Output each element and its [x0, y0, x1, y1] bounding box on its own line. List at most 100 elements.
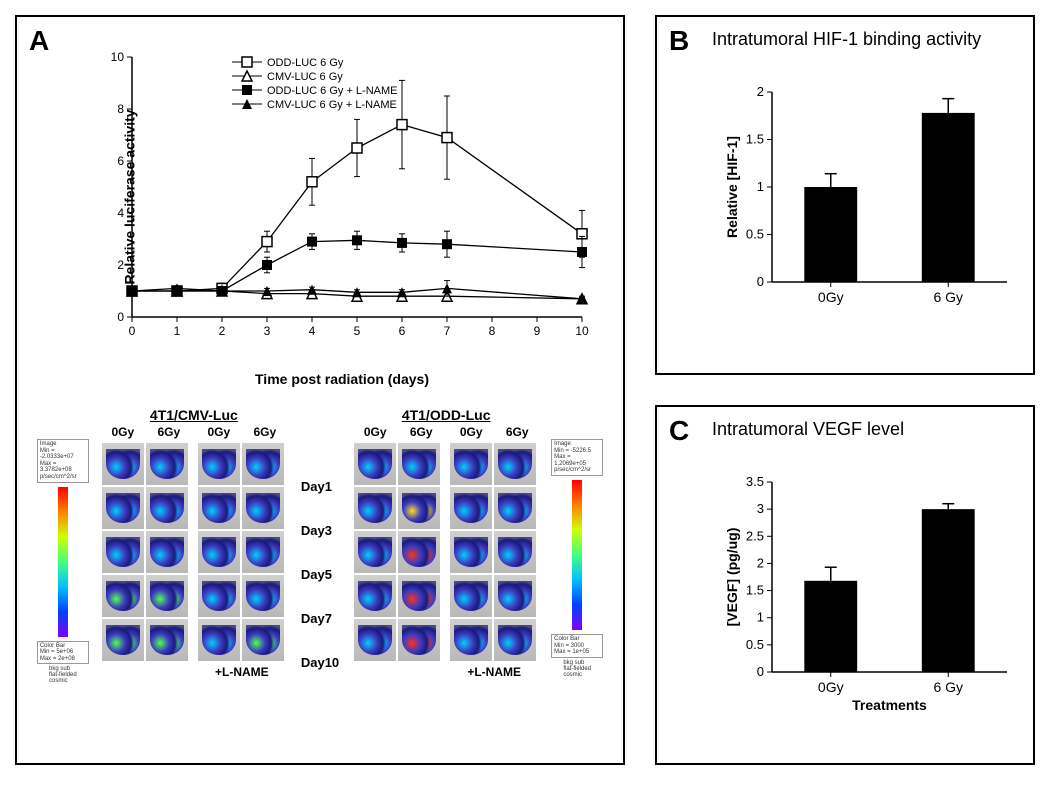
mouse-image: [146, 575, 188, 617]
svg-text:4: 4: [309, 324, 316, 338]
svg-text:8: 8: [489, 324, 496, 338]
svg-text:9: 9: [534, 324, 541, 338]
svg-text:1: 1: [757, 610, 764, 625]
mouse-image: [102, 531, 144, 573]
mouse-image: [102, 575, 144, 617]
mouse-image: [242, 443, 284, 485]
svg-text:0: 0: [757, 274, 764, 289]
svg-text:6: 6: [399, 324, 406, 338]
panel-a-label: A: [29, 25, 49, 57]
svg-text:6 Gy: 6 Gy: [933, 679, 963, 695]
svg-text:ODD-LUC 6 Gy + L-NAME: ODD-LUC 6 Gy + L-NAME: [267, 85, 398, 97]
cbar-left-footer: Color Bar Min = 5e+06 Max = 2e+08: [37, 641, 89, 665]
svg-text:5: 5: [354, 324, 361, 338]
group-odd: 4T1/ODD-Luc 0Gy 6Gy 0Gy 6Gy +L-NAME: [354, 407, 538, 684]
group-odd-title: 4T1/ODD-Luc: [402, 407, 491, 423]
group-cmv: 4T1/CMV-Luc 0Gy6Gy 0Gy6Gy +L-NAME: [102, 407, 286, 684]
svg-text:7: 7: [444, 324, 451, 338]
panel-b-chart: 00.511.520Gy6 GyRelative [HIF-1]: [727, 82, 988, 322]
svg-text:0: 0: [117, 310, 124, 324]
svg-text:10: 10: [575, 324, 589, 338]
gy6c: 6Gy: [400, 425, 442, 439]
mouse-image: [398, 487, 440, 529]
svg-text:10: 10: [111, 50, 125, 64]
gy0: 0Gy: [102, 425, 144, 439]
mouse-image: [450, 443, 492, 485]
svg-text:1: 1: [757, 179, 764, 194]
svg-text:2: 2: [757, 555, 764, 570]
mouse-image: [146, 619, 188, 661]
cbar-left-header: Image Min = -2.0333e+07 Max = 3.3782e+08…: [37, 439, 89, 483]
mouse-image: [146, 487, 188, 529]
mouse-image: [494, 443, 536, 485]
svg-text:6 Gy: 6 Gy: [933, 289, 963, 305]
panel-c-title: Intratumoral VEGF level: [712, 419, 904, 440]
cbar-right-footer: Color Bar Min = 3000 Max = 1e+05: [551, 634, 603, 658]
svg-text:ODD-LUC 6 Gy: ODD-LUC 6 Gy: [267, 57, 344, 69]
svg-text:Relative [HIF-1]: Relative [HIF-1]: [724, 136, 740, 238]
mouse-image: [354, 531, 396, 573]
colorbar-left: [58, 487, 68, 637]
gy0b: 0Gy: [198, 425, 240, 439]
cbar-right-note: bkg sub flat-fielded cosmic: [563, 660, 591, 678]
mouse-image: [198, 443, 240, 485]
mouse-image: [102, 443, 144, 485]
colorbar-right: [572, 480, 582, 630]
mouse-image: [242, 531, 284, 573]
svg-text:1: 1: [174, 324, 181, 338]
panel-b-title: Intratumoral HIF-1 binding activity: [712, 29, 981, 50]
svg-text:3: 3: [264, 324, 271, 338]
mouse-image: [102, 619, 144, 661]
mouse-image: [354, 575, 396, 617]
mouse-image: [354, 487, 396, 529]
svg-text:Treatments: Treatments: [852, 697, 927, 713]
panel-c-label: C: [669, 415, 689, 447]
mouse-image: [242, 619, 284, 661]
svg-text:2: 2: [219, 324, 226, 338]
lname-right: +L-NAME: [450, 665, 538, 679]
gy0d: 0Gy: [450, 425, 492, 439]
gy0c: 0Gy: [354, 425, 396, 439]
mouse-image: [198, 487, 240, 529]
panel-b: B Intratumoral HIF-1 binding activity 0 0…: [655, 15, 1035, 375]
svg-text:[VEGF] (pg/ug): [VEGF] (pg/ug): [724, 528, 740, 627]
mouse-image: [450, 487, 492, 529]
svg-text:3.5: 3.5: [746, 474, 764, 489]
svg-text:1.5: 1.5: [746, 132, 764, 147]
mouse-image: [494, 531, 536, 573]
mouse-image: [398, 575, 440, 617]
mouse-image: [102, 487, 144, 529]
mouse-image: [198, 531, 240, 573]
day-labels: Day1Day3Day5Day7Day10: [301, 439, 339, 684]
day-label: Day1: [301, 466, 339, 508]
svg-text:0.5: 0.5: [746, 637, 764, 652]
mouse-image: [450, 575, 492, 617]
gy6b: 6Gy: [244, 425, 286, 439]
mouse-image: [398, 443, 440, 485]
gy6d: 6Gy: [496, 425, 538, 439]
mouse-image: [242, 575, 284, 617]
svg-text:CMV-LUC 6 Gy: CMV-LUC 6 Gy: [267, 71, 343, 83]
svg-text:0Gy: 0Gy: [818, 289, 844, 305]
day-label: Day3: [301, 510, 339, 552]
panel-c: C Intratumoral VEGF level 00.511.522.533…: [655, 405, 1035, 765]
svg-text:0: 0: [129, 324, 136, 338]
cbar-left-note: bkg sub flat-fielded cosmic: [49, 666, 77, 684]
panel-a-linechart: 0123456789100246810ODD-LUC 6 GyCMV-LUC 6…: [92, 47, 592, 347]
mouse-image: [398, 619, 440, 661]
svg-text:CMV-LUC 6 Gy + L-NAME: CMV-LUC 6 Gy + L-NAME: [267, 99, 397, 111]
chart-a-xlabel: Time post radiation (days): [92, 371, 592, 387]
day-label: Day10: [301, 642, 339, 684]
svg-text:2.5: 2.5: [746, 528, 764, 543]
colorbar-right-box: Image Min = -5226.5 Max = 1.2069e+05 p/s…: [553, 439, 601, 684]
panel-b-label: B: [669, 25, 689, 57]
mouse-image: [354, 619, 396, 661]
day-label: Day7: [301, 598, 339, 640]
lname-left: +L-NAME: [198, 665, 286, 679]
group-cmv-title: 4T1/CMV-Luc: [150, 407, 238, 423]
figure-wrap: A 0123456789100246810ODD-LUC 6 GyCMV-LUC…: [15, 15, 1035, 765]
svg-text:1.5: 1.5: [746, 583, 764, 598]
chart-a-ylabel: Relative luciferase activity: [122, 109, 138, 284]
mouse-image: [198, 575, 240, 617]
mouse-image: [398, 531, 440, 573]
